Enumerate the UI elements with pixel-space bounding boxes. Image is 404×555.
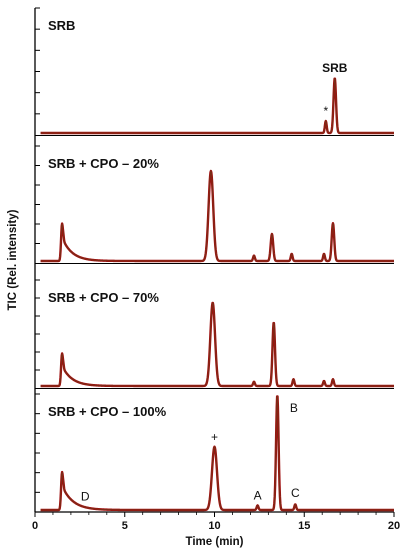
x-tick-label: 10 bbox=[208, 520, 220, 532]
x-tick-label: 20 bbox=[388, 520, 400, 532]
peak-annotation: A bbox=[254, 488, 262, 502]
panel-title: SRB bbox=[48, 18, 75, 33]
peak-annotation: C bbox=[291, 486, 300, 500]
chromatogram-trace-edge bbox=[40, 78, 394, 134]
x-axis-title: Time (min) bbox=[186, 536, 244, 548]
peak-annotation: D bbox=[81, 490, 90, 504]
peak-annotation: * bbox=[323, 104, 328, 118]
x-tick-label: 15 bbox=[298, 520, 310, 532]
chromatogram-trace bbox=[39, 169, 395, 263]
panel-title: SRB + CPO – 100% bbox=[48, 404, 167, 419]
chromatogram-trace-edge bbox=[40, 169, 394, 262]
chromatogram-trace bbox=[39, 77, 395, 135]
panel-title: SRB + CPO – 70% bbox=[48, 290, 159, 305]
chromatogram-trace-edge bbox=[40, 302, 394, 387]
peak-annotation: + bbox=[211, 430, 218, 444]
y-axis-title: TIC (Rel. intensity) bbox=[7, 209, 19, 310]
peak-annotation: SRB bbox=[322, 61, 348, 75]
x-tick-label: 5 bbox=[122, 520, 128, 532]
panel-title: SRB + CPO – 20% bbox=[48, 156, 159, 171]
x-tick-label: 0 bbox=[32, 520, 38, 532]
peak-annotation: B bbox=[290, 401, 298, 415]
chromatogram-trace-edge bbox=[40, 395, 394, 511]
